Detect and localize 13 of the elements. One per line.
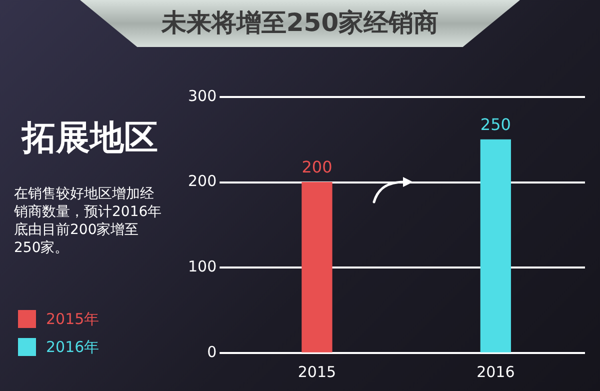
legend-label: 2016年 [46,338,100,356]
legend-label: 2015年 [46,310,100,328]
text: 在销售较好地区增加经销商数量，预计2016年底由目前200家增至250家。 [14,185,163,257]
y-tick-label: 200 [188,172,217,190]
text: 拓展地区 [22,117,158,160]
y-tick-label: 100 [188,258,217,276]
y-tick-label: 300 [188,86,217,105]
x-tick-label: 2015 [298,362,336,381]
y-tick-label: 0 [207,342,217,361]
chart-title: 未来将增至250家经销商 [80,0,520,47]
x-tick-label: 2016 [476,362,515,381]
data-label: 250 [480,114,511,134]
data-label: 200 [302,157,332,176]
